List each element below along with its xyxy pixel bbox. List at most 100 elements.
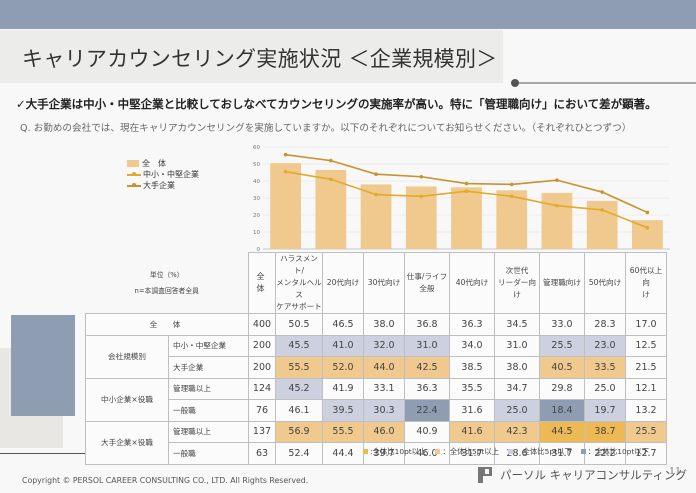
value-cell: 40.9: [404, 420, 450, 443]
y-tick-label: 0: [257, 247, 261, 253]
column-header: 30代向け: [363, 252, 405, 314]
data-table: 単位（%） n=本調査回答者全員全 体ハラスメント/メンタルヘルス ケアサポート 20…: [85, 252, 667, 465]
headline: ✓大手企業は中小・中堅企業と比較しておしなべてカウンセリングの実施率が高い。特に…: [16, 97, 657, 111]
group-label: 会社規模別: [85, 334, 169, 379]
value-cell: 19.7: [584, 399, 626, 422]
value-cell: 22.2: [584, 442, 626, 465]
data-point: [645, 225, 650, 230]
data-point: [645, 210, 650, 215]
value-cell: 55.5: [322, 420, 364, 443]
value-cell: 44.4: [322, 442, 364, 465]
legend-label: 全 体: [142, 159, 166, 168]
row-label: 全 体: [85, 313, 249, 336]
value-cell: 12.1: [625, 377, 667, 400]
value-cell: 46.5: [322, 313, 364, 336]
value-cell: 13.2: [625, 399, 667, 422]
value-cell: 46.0: [363, 420, 405, 443]
column-header-line: 30代向け: [367, 278, 401, 287]
table-row: 一般職 76 46.1 39.5 30.3 22.4 31.6 25.0 18.4 19.7 13.…: [86, 399, 667, 422]
data-point: [419, 174, 424, 179]
value-cell: 23.0: [584, 334, 626, 357]
legend-swatch-line: [127, 172, 141, 176]
legend-label: 中小・中堅企業: [143, 170, 199, 179]
value-cell: 33.5: [584, 356, 626, 379]
value-cell: 31.7: [539, 442, 585, 465]
y-tick-label: 30: [253, 196, 260, 202]
value-cell: 56.9: [275, 420, 323, 443]
decoration-line: [0, 453, 96, 454]
key-swatch: [508, 449, 514, 454]
value-cell: 39.5: [322, 399, 364, 422]
n-cell: 200: [248, 334, 276, 357]
key-swatch: [435, 449, 441, 454]
data-point: [600, 190, 604, 194]
question-text: Q. お勤めの会社では、現在キャリアカウンセリングを実施していますか。以下のそれ…: [20, 123, 632, 134]
bar: [632, 220, 663, 249]
value-cell: 12.5: [625, 334, 667, 357]
column-header-line: 40代向け: [455, 278, 489, 287]
table-row: 大手企業×役職 管理職以上 137 56.9 55.5 46.0 40.9 41.6 42.3 4…: [85, 420, 667, 465]
column-header-line: け: [513, 290, 521, 299]
data-point: [283, 152, 288, 157]
column-header: ハラスメント/メンタルヘルス ケアサポート: [275, 252, 323, 314]
value-cell: 34.7: [494, 377, 540, 400]
value-cell: 25.5: [539, 334, 585, 357]
key-swatch: [363, 449, 368, 454]
value-cell: 34.5: [494, 313, 540, 336]
bar: [541, 192, 573, 249]
value-cell: 40.5: [539, 356, 585, 379]
data-point: [329, 158, 333, 163]
table-row: 一般職 63 52.4 44.4 39.7 46.0 31.7 28.6 31.7 22.2 12.…: [86, 442, 667, 465]
column-header: 20代向け: [322, 252, 364, 314]
table-header-row: 単位（%） n=本調査回答者全員全 体ハラスメント/メンタルヘルス ケアサポート 20…: [86, 252, 667, 314]
unit-text: 単位（%）: [149, 270, 184, 279]
row-label: 大手企業: [168, 356, 249, 379]
data-point: [600, 208, 604, 212]
legend-item-sme: 中小・中堅企業: [127, 169, 199, 180]
value-cell: 42.5: [404, 356, 450, 379]
n-cell: 124: [248, 377, 276, 400]
key-item: ：全体比5pt以上: [435, 446, 499, 457]
bar: [496, 190, 528, 249]
n-cell: 63: [248, 442, 276, 465]
value-cell: 34.0: [449, 334, 495, 357]
value-cell: 30.3: [363, 399, 405, 422]
value-cell: 25.0: [494, 399, 540, 422]
table-row: 中小企業×役職 管理職以上 124 45.2 41.9 33.1 36.3 35.5 34.7 2…: [85, 377, 667, 422]
column-header-line: け: [642, 290, 650, 299]
column-header-line: リーダー向: [498, 278, 536, 287]
copyright: Copyright © PERSOL CAREER CONSULTING CO.…: [22, 476, 309, 485]
data-point: [464, 181, 469, 186]
y-tick-label: 60: [253, 145, 260, 151]
value-cell: 38.0: [363, 313, 405, 336]
value-cell: 22.4: [404, 399, 450, 422]
decoration-box: [11, 315, 75, 416]
value-cell: 17.0: [625, 313, 667, 336]
value-cell: 45.2: [275, 377, 323, 400]
brand-logo-icon: [478, 467, 492, 483]
data-point: [374, 192, 378, 197]
column-header: 40代向け: [449, 252, 495, 314]
value-cell: 36.3: [404, 377, 450, 400]
data-point: [283, 169, 288, 174]
column-header: 管理職向け: [539, 252, 585, 314]
chart-legend: 全 体 中小・中堅企業 大手企業: [127, 158, 199, 191]
n-cell: 200: [248, 356, 276, 379]
column-header-line: メンタルヘルス: [276, 278, 322, 299]
value-cell: 55.5: [275, 356, 323, 379]
legend-item-total: 全 体: [127, 158, 199, 169]
column-header: 次世代 リーダー向け: [494, 252, 540, 314]
data-point: [555, 203, 559, 208]
value-cell: 29.8: [539, 377, 585, 400]
y-tick-label: 40: [253, 179, 260, 185]
n-header: 全 体: [248, 252, 276, 314]
row-label: 管理職以上: [168, 377, 249, 400]
n-cell: 400: [248, 313, 276, 336]
value-cell: 31.6: [449, 399, 495, 422]
value-cell: 28.3: [584, 313, 626, 336]
data-point: [419, 194, 424, 199]
row-label: 管理職以上: [168, 420, 249, 443]
value-cell: 44.0: [363, 356, 405, 379]
column-header-line: 50代向け: [588, 278, 622, 287]
key-swatch: [580, 449, 586, 454]
